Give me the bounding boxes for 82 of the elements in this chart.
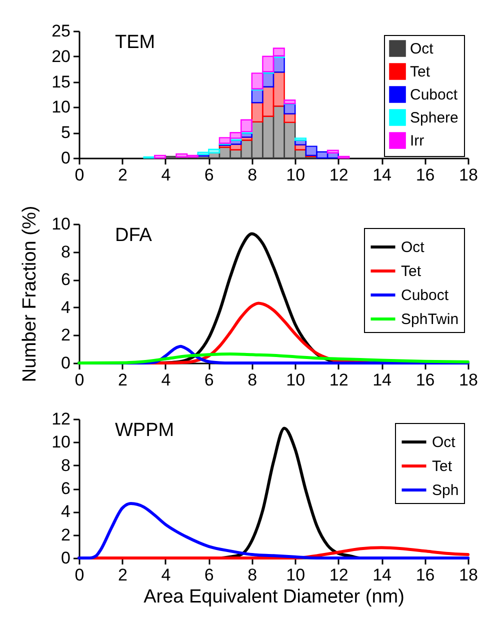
y-axis-title: Number Fraction (%): [20, 206, 41, 382]
bar: [230, 132, 242, 139]
y-tick-label: 4: [61, 298, 70, 317]
x-tick-label: 8: [248, 566, 258, 584]
x-tick-label: 2: [118, 166, 128, 184]
bar: [218, 137, 231, 144]
legend-label: Oct: [410, 40, 434, 58]
bar: [326, 150, 339, 154]
x-tick-label: 16: [416, 566, 435, 584]
legend-label: Oct: [432, 434, 456, 451]
y-tick-label: 20: [52, 46, 70, 66]
bar: [305, 146, 318, 156]
x-tick-label: 18: [459, 566, 478, 584]
y-tick-label: 2: [61, 525, 70, 544]
y-tick-label: 8: [61, 456, 70, 475]
y-tick-label: 6: [61, 270, 70, 290]
x-tick-label: 4: [161, 566, 171, 584]
x-tick-label: 14: [372, 566, 392, 584]
y-tick-label: 15: [52, 72, 70, 92]
legend-label: Cuboct: [401, 287, 450, 304]
y-tick-label: 0: [61, 548, 70, 568]
bar: [154, 154, 166, 159]
legend-label: Tet: [401, 263, 422, 280]
y-tick-label: 2: [61, 326, 70, 345]
x-tick-label: 6: [204, 370, 214, 390]
legend-label: Oct: [401, 239, 426, 256]
y-tick-label: 10: [52, 432, 70, 452]
bar: [284, 99, 296, 104]
x-tick-label: 18: [459, 166, 478, 184]
legend-label: SphTwin: [401, 311, 459, 328]
y-tick-label: 6: [61, 479, 70, 498]
x-tick-label: 0: [74, 370, 84, 390]
y-tick-label: 5: [61, 123, 70, 142]
x-tick-label: 14: [372, 370, 392, 390]
x-tick-label: 10: [286, 566, 306, 584]
y-tick-label: 10: [52, 98, 70, 117]
x-tick-label: 2: [118, 370, 128, 390]
x-tick-label: 6: [204, 566, 214, 584]
x-tick-label: 12: [329, 566, 348, 584]
x-tick-label: 12: [329, 166, 348, 184]
x-tick-label: 18: [459, 370, 478, 390]
x-tick-label: 2: [118, 566, 128, 584]
legend-label: Cuboct: [410, 86, 458, 104]
bar: [272, 48, 285, 56]
legend-label: Sphere: [410, 110, 458, 126]
x-axis-title: Area Equivalent Diameter (nm): [144, 586, 404, 608]
chart-title: WPPM: [115, 420, 174, 441]
x-tick-label: 4: [161, 166, 171, 184]
bar: [176, 153, 188, 158]
x-tick-label: 12: [329, 370, 348, 390]
bar: [208, 148, 220, 154]
x-tick-label: 6: [204, 166, 214, 184]
x-tick-label: 16: [416, 166, 435, 184]
legend-label: Tet: [432, 458, 453, 475]
x-tick-label: 8: [248, 370, 258, 390]
x-tick-label: 16: [416, 370, 435, 390]
x-tick-label: 10: [286, 166, 306, 184]
x-tick-label: 14: [372, 166, 392, 184]
x-tick-label: 8: [248, 166, 258, 184]
y-tick-label: 8: [61, 242, 70, 262]
bar: [262, 56, 274, 72]
legend-label: Sph: [432, 482, 459, 499]
y-tick-label: 0: [61, 148, 70, 168]
bar: [251, 89, 264, 104]
chart-title: TEM: [115, 32, 156, 53]
bar: [284, 122, 296, 159]
y-tick-label: 10: [52, 214, 70, 234]
legend-label: Irr: [410, 132, 424, 150]
x-tick-label: 0: [74, 566, 84, 584]
y-tick-label: 25: [52, 22, 70, 40]
chart-title: DFA: [115, 225, 152, 246]
y-tick-label: 0: [61, 354, 70, 372]
bar: [251, 72, 264, 90]
x-tick-label: 4: [161, 370, 171, 390]
y-tick-label: 4: [61, 502, 70, 522]
legend-label: Tet: [410, 64, 431, 80]
bar: [272, 72, 285, 107]
x-tick-label: 0: [74, 166, 84, 184]
y-tick-label: 12: [52, 410, 70, 428]
bar: [294, 138, 307, 141]
bar: [240, 119, 252, 132]
x-tick-label: 10: [286, 370, 306, 390]
